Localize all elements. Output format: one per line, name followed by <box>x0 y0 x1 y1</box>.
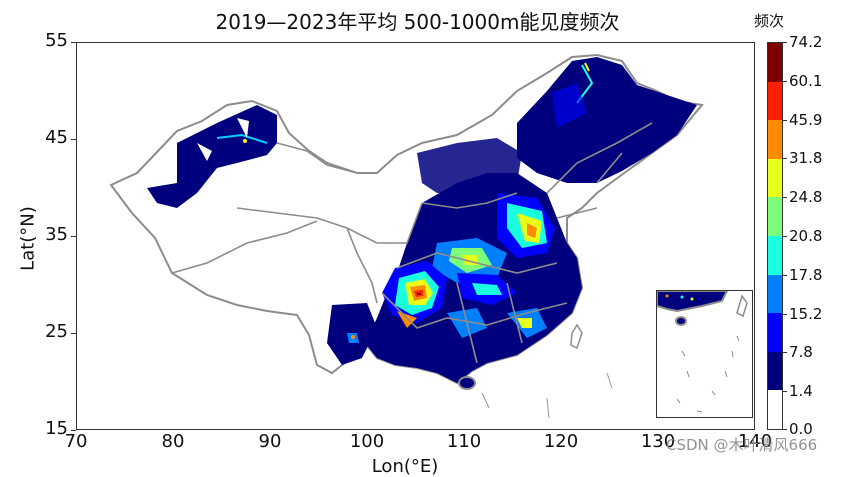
colorbar-tick <box>783 120 787 121</box>
ytick-label-25: 25 <box>45 321 68 342</box>
ytick-label-55: 55 <box>45 30 68 51</box>
colorbar-label-24.8: 24.8 <box>789 188 823 206</box>
ytick-label-45: 45 <box>45 127 68 148</box>
colorbar-label-45.9: 45.9 <box>789 111 823 129</box>
colorbar-label-60.1: 60.1 <box>789 72 823 90</box>
colorbar-label-15.2: 15.2 <box>789 305 823 323</box>
colorbar-tick <box>783 275 787 276</box>
colorbar-label-7.8: 7.8 <box>789 343 813 361</box>
colorbar-tick <box>783 314 787 315</box>
xtick-label-70: 70 <box>64 431 88 452</box>
colorbar-tick <box>783 429 787 430</box>
y-axis-label: Lat(°N) <box>17 206 39 271</box>
colorbar-bin-21-25 <box>768 197 782 236</box>
chart-title: 2019—2023年平均 500-1000m能见度频次 <box>215 10 620 34</box>
colorbar-bin-25-32 <box>768 158 782 198</box>
south-china-sea-inset <box>656 290 753 418</box>
colorbar-bin-60-74 <box>768 43 782 82</box>
colorbar-label-31.8: 31.8 <box>789 149 823 167</box>
colorbar-title: 频次 <box>754 12 785 30</box>
colorbar-tick <box>783 352 787 353</box>
colorbar-label-17.8: 17.8 <box>789 266 823 284</box>
colorbar-bin-1-8 <box>768 351 782 391</box>
colorbar-label-0.0: 0.0 <box>789 420 813 438</box>
ytick <box>71 139 76 140</box>
xtick-label-120: 120 <box>543 431 579 452</box>
xtick-label-80: 80 <box>161 431 185 452</box>
watermark: CSDN @木叶清风666 <box>666 436 818 454</box>
xtick-label-100: 100 <box>349 431 385 452</box>
colorbar-bin-15-18 <box>768 274 782 314</box>
colorbar-tick <box>783 158 787 159</box>
colorbar-label-1.4: 1.4 <box>789 382 813 400</box>
inset-map <box>657 291 748 413</box>
colorbar-bin-8-15 <box>768 313 782 352</box>
colorbar-tick <box>783 81 787 82</box>
ytick <box>71 430 76 431</box>
ytick-label-15: 15 <box>45 418 68 439</box>
colorbar-tick <box>783 197 787 198</box>
colorbar-bin-46-60 <box>768 81 782 121</box>
ytick <box>71 333 76 334</box>
colorbar <box>767 42 783 430</box>
xtick-label-140: 140 <box>737 431 773 452</box>
ytick-label-35: 35 <box>45 224 68 245</box>
xtick-label-110: 110 <box>446 431 482 452</box>
ytick <box>71 236 76 237</box>
colorbar-tick <box>783 391 787 392</box>
xtick-label-130: 130 <box>640 431 676 452</box>
china-map <box>109 53 704 419</box>
colorbar-bin-18-21 <box>768 235 782 275</box>
colorbar-bin-32-46 <box>768 120 782 159</box>
colorbar-tick <box>783 42 787 43</box>
colorbar-bin-0-1 <box>768 390 782 429</box>
colorbar-label-74.2: 74.2 <box>789 33 823 51</box>
map-axes <box>76 42 755 430</box>
x-axis-label: Lon(°E) <box>371 456 439 477</box>
colorbar-tick <box>783 236 787 237</box>
colorbar-label-20.8: 20.8 <box>789 227 823 245</box>
ytick <box>71 42 76 43</box>
xtick-label-90: 90 <box>258 431 282 452</box>
